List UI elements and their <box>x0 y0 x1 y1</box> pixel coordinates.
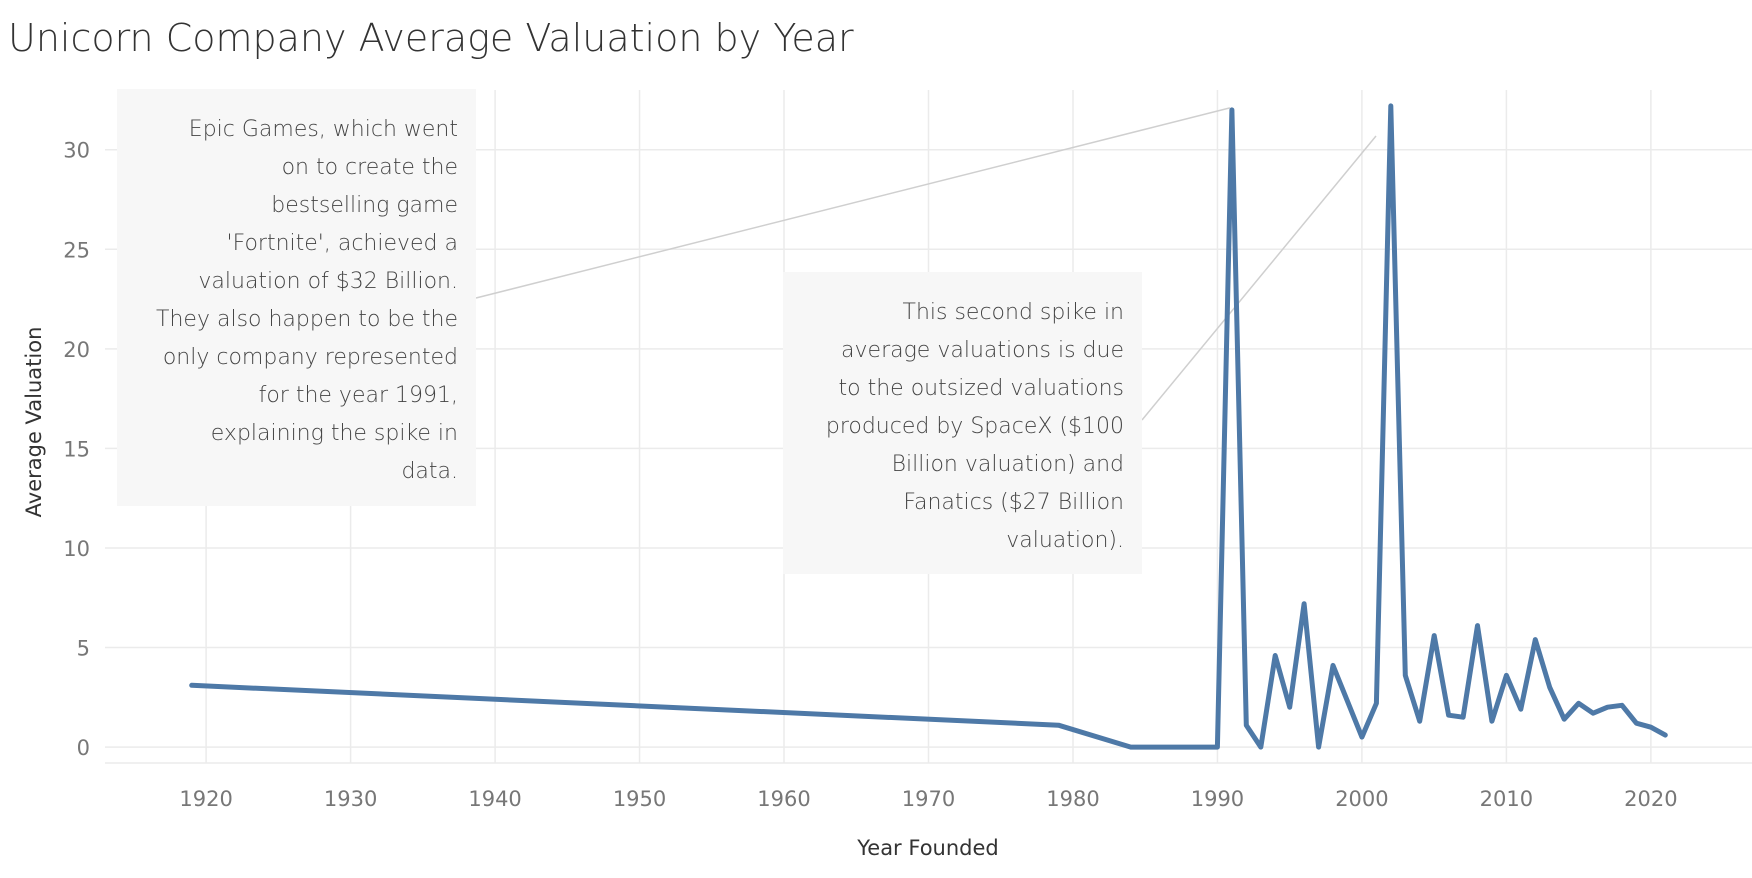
leader-line-second-spike <box>1141 135 1377 421</box>
y-tick-label: 25 <box>63 238 90 262</box>
y-tick-label: 30 <box>63 139 90 163</box>
annotation-line: data. <box>401 459 458 484</box>
x-tick-label: 1930 <box>324 787 377 811</box>
x-tick-label: 1920 <box>179 787 232 811</box>
y-tick-label: 20 <box>63 338 90 362</box>
annotation-line: Billion valuation) and <box>891 452 1124 477</box>
annotation-line: Epic Games, which went <box>188 117 458 142</box>
annotation-line: Fanatics ($27 Billion <box>903 490 1124 515</box>
annotation-line: for the year 1991, <box>258 383 458 408</box>
x-tick-label: 1940 <box>468 787 521 811</box>
x-axis-title: Year Founded <box>856 836 999 860</box>
x-tick-label: 2020 <box>1624 787 1677 811</box>
x-tick-label: 1980 <box>1046 787 1099 811</box>
y-axis-ticks: 0 5 10 15 20 25 30 <box>63 139 90 760</box>
series-line <box>189 103 1668 750</box>
annotation-line: They also happen to be the <box>156 307 458 332</box>
annotation-line: on to create the <box>281 155 458 180</box>
annotation-line: valuation). <box>1006 528 1124 553</box>
x-tick-label: 2000 <box>1335 787 1388 811</box>
y-axis-title: Average Valuation <box>22 327 46 518</box>
annotation-line: average valuations is due <box>841 338 1124 363</box>
leader-line-epic <box>475 107 1231 299</box>
annotation-line: valuation of $32 Billion. <box>198 269 458 294</box>
annotation-second-spike: This second spike in average valuations i… <box>783 272 1142 574</box>
x-axis-ticks: 1920 1930 1940 1950 1960 1970 1980 1990 2000 2010… <box>179 787 1677 811</box>
y-tick-label: 0 <box>77 736 90 760</box>
x-tick-label: 1990 <box>1191 787 1244 811</box>
annotation-leader-lines <box>475 107 1377 421</box>
annotation-line: explaining the spike in <box>210 421 458 446</box>
annotation-line: produced by SpaceX ($100 <box>825 414 1124 439</box>
annotation-epic-games: Epic Games, which went on to create the be… <box>117 89 476 506</box>
x-tick-label: 2010 <box>1480 787 1533 811</box>
y-tick-label: 15 <box>63 437 90 461</box>
annotation-line: bestselling game <box>271 193 458 218</box>
chart-title: Unicorn Company Average Valuation by Yea… <box>8 16 854 60</box>
y-tick-label: 5 <box>77 637 90 661</box>
x-tick-label: 1970 <box>902 787 955 811</box>
annotation-line: 'Fortnite', achieved a <box>226 231 458 256</box>
x-tick-label: 1960 <box>757 787 810 811</box>
annotation-line: This second spike in <box>902 300 1124 325</box>
x-tick-label: 1950 <box>613 787 666 811</box>
annotation-line: to the outsized valuations <box>838 376 1124 401</box>
annotation-line: only company represented <box>162 345 458 370</box>
y-tick-label: 10 <box>63 537 90 561</box>
